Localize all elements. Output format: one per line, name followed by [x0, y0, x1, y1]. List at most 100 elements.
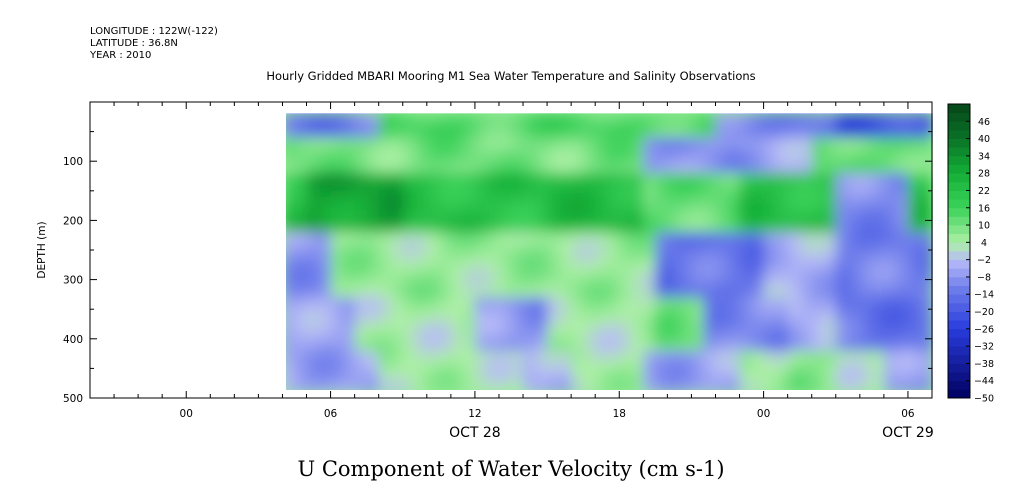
field-cell	[679, 380, 693, 387]
field-cell	[643, 291, 656, 298]
field-cell	[498, 250, 512, 257]
field-cell	[414, 321, 428, 328]
field-cell	[823, 279, 837, 287]
field-cell	[751, 368, 765, 375]
field-cell	[535, 350, 548, 358]
field-cell	[811, 326, 825, 334]
field-cell	[631, 297, 644, 304]
field-cell	[607, 380, 620, 387]
field-cell	[679, 232, 693, 239]
field-cell	[787, 125, 801, 133]
field-cell	[286, 178, 296, 186]
field-cell	[498, 350, 512, 358]
field-cell	[330, 220, 344, 227]
field-cell	[787, 202, 801, 210]
field-cell	[799, 362, 813, 369]
field-cell	[474, 220, 488, 227]
field-cell	[775, 143, 789, 150]
field-cell	[474, 285, 488, 293]
field-cell	[919, 167, 933, 174]
field-cell	[354, 279, 368, 287]
field-cell	[486, 178, 500, 186]
field-cell	[511, 119, 524, 127]
field-cell	[607, 244, 620, 251]
field-cell	[703, 344, 717, 352]
field-cell	[595, 238, 608, 245]
field-cell	[715, 368, 729, 375]
field-cell	[787, 297, 801, 304]
field-cell	[438, 285, 452, 293]
field-cell	[619, 332, 632, 340]
field-cell	[811, 214, 825, 221]
field-cell	[438, 291, 452, 298]
field-cell	[919, 344, 933, 352]
field-cell	[511, 232, 524, 239]
field-cell	[895, 244, 909, 251]
field-cell	[366, 267, 380, 275]
field-cell	[547, 214, 560, 221]
field-cell	[823, 386, 837, 390]
field-cell	[679, 332, 693, 340]
field-cell	[895, 297, 909, 304]
field-cell	[414, 184, 428, 192]
field-cell	[787, 291, 801, 298]
field-cell	[631, 196, 644, 204]
field-cell	[607, 321, 620, 328]
field-cell	[871, 332, 885, 340]
field-cell	[438, 362, 452, 369]
field-cell	[835, 380, 849, 387]
field-cell	[547, 113, 560, 121]
field-cell	[330, 155, 344, 162]
field-cell	[847, 173, 861, 180]
field-cell	[847, 137, 861, 145]
field-cell	[727, 291, 741, 298]
field-cell	[907, 196, 921, 204]
field-cell	[583, 149, 596, 156]
field-cell	[294, 297, 308, 304]
field-cell	[414, 279, 428, 287]
field-cell	[739, 374, 753, 381]
field-cell	[835, 297, 849, 304]
field-cell	[511, 196, 524, 204]
field-cell	[907, 321, 921, 328]
field-cell	[799, 273, 813, 281]
field-cell	[739, 173, 753, 180]
field-cell	[883, 279, 897, 287]
field-cell	[366, 332, 380, 340]
field-cell	[535, 113, 548, 121]
field-cell	[366, 368, 380, 375]
field-cell	[595, 273, 608, 281]
field-cell	[559, 303, 572, 310]
field-cell	[799, 350, 813, 358]
field-cell	[583, 214, 596, 221]
field-cell	[655, 167, 668, 174]
field-cell	[462, 149, 476, 156]
field-cell	[486, 285, 500, 293]
field-cell	[739, 315, 753, 322]
field-cell	[727, 261, 741, 269]
field-cell	[691, 226, 705, 233]
field-cell	[763, 267, 777, 275]
field-cell	[835, 113, 849, 121]
field-cell	[751, 350, 765, 358]
field-cell	[390, 149, 404, 156]
field-cell	[286, 202, 296, 210]
field-cell	[823, 190, 837, 198]
field-cell	[787, 261, 801, 269]
field-cell	[631, 374, 644, 381]
field-cell	[883, 143, 897, 150]
field-cell	[426, 386, 440, 390]
field-cell	[523, 202, 536, 210]
field-cell	[366, 125, 380, 133]
field-cell	[871, 149, 885, 156]
field-cell	[547, 350, 560, 358]
field-cell	[486, 326, 500, 334]
field-cell	[631, 226, 644, 233]
field-cell	[426, 326, 440, 334]
field-cell	[498, 119, 512, 127]
field-cell	[811, 184, 825, 192]
field-cell	[354, 344, 368, 352]
year-label: YEAR : 2010	[89, 50, 151, 61]
colorbar-label: −14	[974, 290, 994, 301]
field-cell	[583, 167, 596, 174]
